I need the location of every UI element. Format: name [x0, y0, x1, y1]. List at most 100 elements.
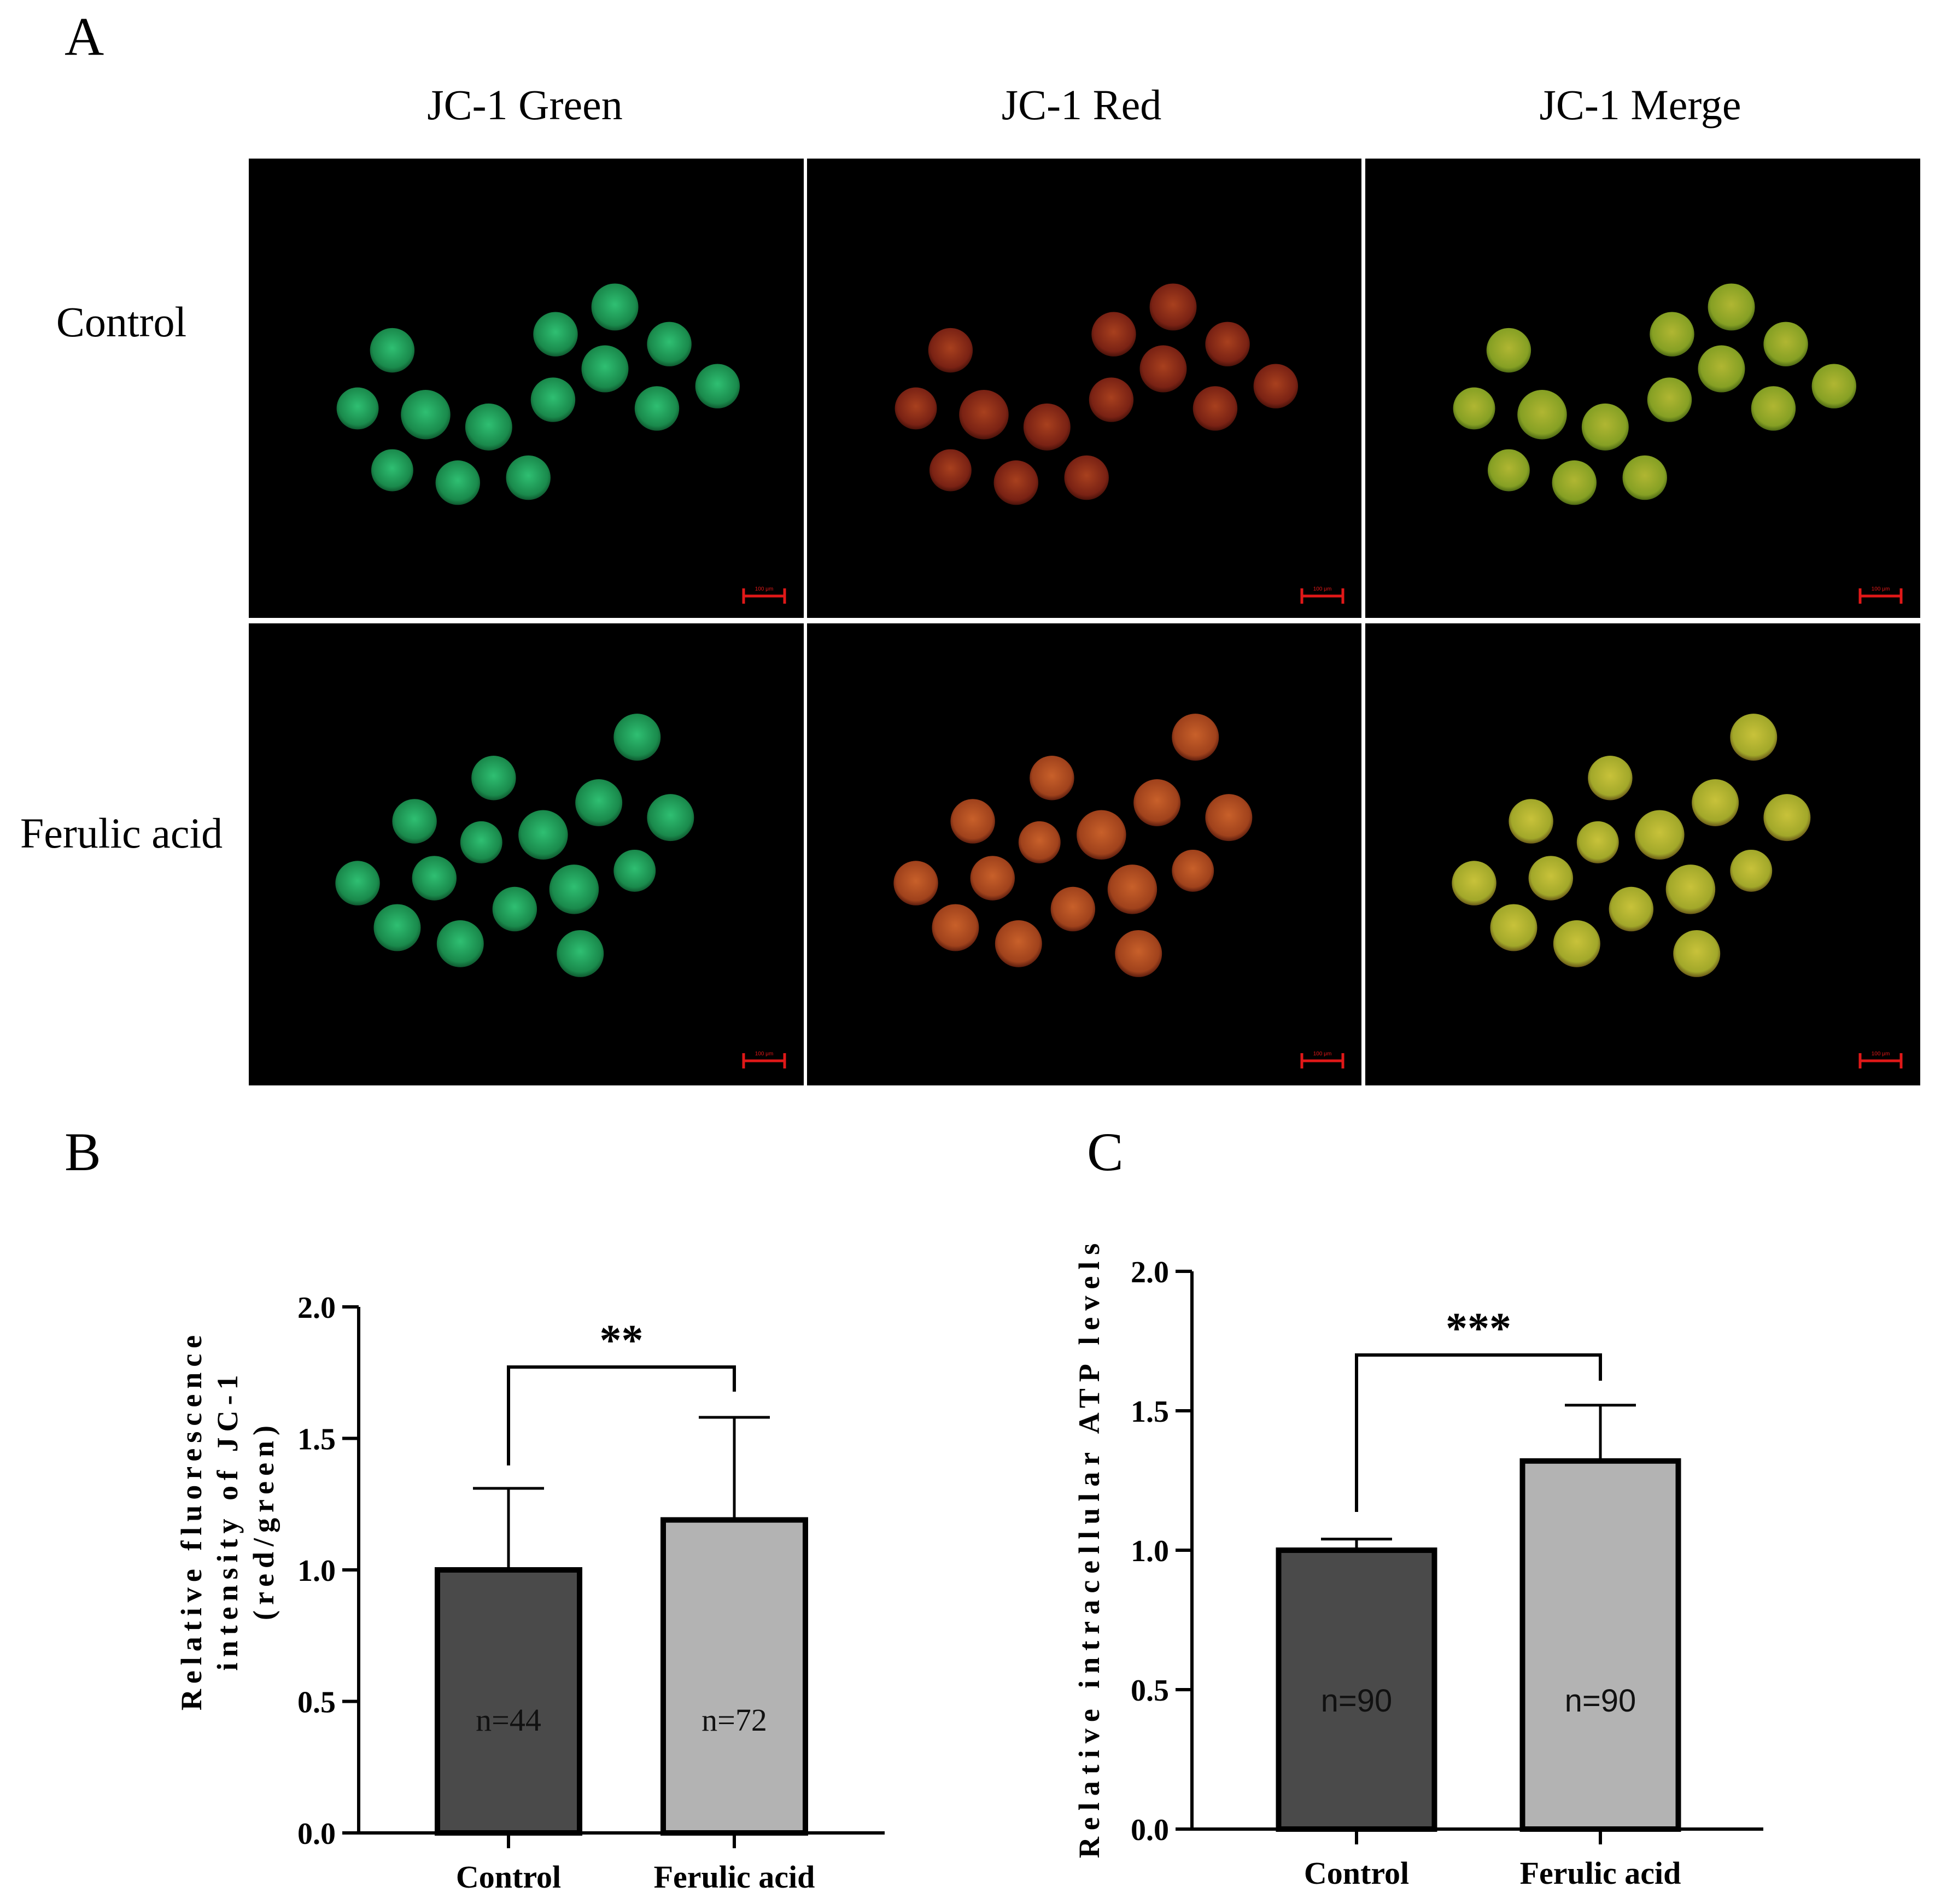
row-label-ferulic-acid: Ferulic acid [20, 809, 223, 857]
panel-c: C 0.0 0.5 1.0 1.5 2.0 Control n=90 Ferulic acid… [1073, 1122, 1763, 1891]
significance-bracket [507, 1365, 736, 1465]
cell [1091, 312, 1136, 357]
cell [1490, 904, 1538, 951]
scale-bar-label: 100 μm [1313, 1051, 1332, 1057]
cell [1149, 283, 1197, 331]
significance-stars: *** [1446, 1305, 1511, 1353]
cell [1133, 779, 1181, 826]
y-axis-label: intensity of JC-1 [211, 1370, 244, 1671]
y-tick-label: 1.5 [1131, 1395, 1169, 1429]
cell [1708, 283, 1755, 331]
cell [435, 460, 480, 505]
cell [613, 849, 656, 892]
cell [1107, 865, 1158, 914]
cell [1647, 377, 1692, 422]
cell [371, 449, 413, 492]
cell [1763, 322, 1808, 367]
cell [1452, 861, 1496, 906]
cells-ferulic-red [893, 714, 1253, 977]
cell [1751, 386, 1796, 431]
y-tick-label: 0.0 [297, 1817, 336, 1851]
cell [591, 283, 639, 331]
column-header-green: JC-1 Green [427, 81, 622, 129]
panel-a-label: A [65, 6, 104, 67]
panel-b: B 0.0 0.5 1.0 1.5 2.0 Control n=44 Ferulic acid… [65, 1122, 885, 1895]
cell [471, 756, 516, 801]
cell [1486, 328, 1531, 373]
cell [335, 861, 380, 906]
scale-bar: 100 μm [1858, 1051, 1903, 1068]
cell [1581, 403, 1629, 451]
y-axis-label: Relative intracellular ATP levels [1073, 1237, 1106, 1858]
cell [929, 449, 972, 492]
cell [995, 920, 1042, 967]
cell [1650, 312, 1694, 357]
scale-bar-label: 100 μm [1872, 586, 1890, 592]
cell [1811, 364, 1857, 408]
cell [392, 799, 437, 844]
cell [581, 345, 629, 393]
cell [928, 328, 973, 373]
cell [1453, 387, 1495, 430]
bar-ferulic-acid [660, 1517, 808, 1836]
cell [1509, 799, 1553, 844]
cell [1089, 377, 1134, 422]
scale-bars: 100 μm 100 μm 100 μm 100 μm 100 μm 100 μm [742, 586, 1903, 1068]
scale-bar-label: 100 μm [755, 1051, 774, 1057]
cell [1018, 821, 1061, 863]
cell [1635, 810, 1685, 860]
y-tick-label: 2.0 [297, 1291, 336, 1325]
x-tick-label: Ferulic acid [1520, 1855, 1681, 1891]
cells-ferulic-green [335, 714, 694, 977]
cell [1050, 886, 1096, 932]
cell [518, 810, 568, 860]
cell [1205, 794, 1253, 842]
cell [1553, 920, 1600, 967]
cell [401, 389, 451, 440]
cell [959, 389, 1009, 440]
cell [695, 364, 740, 408]
x-tick-label: Control [1304, 1855, 1409, 1891]
cell [970, 856, 1015, 901]
scale-bar-label: 100 μm [1313, 586, 1332, 592]
y-tick-label: 1.0 [297, 1554, 336, 1588]
n-label: n=90 [1321, 1683, 1393, 1719]
cell [1205, 322, 1250, 367]
cells-control-merge [1453, 283, 1857, 505]
cell [1192, 386, 1238, 431]
cell [1172, 849, 1214, 892]
cell [1730, 849, 1773, 892]
y-tick-label: 2.0 [1131, 1255, 1169, 1289]
cell [1665, 865, 1716, 914]
cell [647, 794, 694, 842]
cell [575, 779, 623, 826]
n-label: n=90 [1565, 1683, 1636, 1719]
cell [1673, 930, 1721, 977]
cell [1253, 364, 1299, 408]
cell [436, 920, 484, 967]
y-tick-label: 0.5 [1131, 1674, 1169, 1708]
cell [1528, 856, 1574, 901]
bar-ferulic-acid [1519, 1458, 1681, 1832]
cell [460, 821, 502, 863]
cell [533, 312, 578, 357]
scale-bar: 100 μm [1300, 1051, 1344, 1068]
micrograph-ferulic-red [807, 623, 1361, 1085]
cell [634, 386, 680, 431]
y-axis-label: Relative fluorescence [175, 1330, 208, 1710]
cell [1115, 930, 1162, 977]
y-tick-label: 1.5 [297, 1423, 336, 1457]
column-header-red: JC-1 Red [1002, 81, 1162, 129]
cell [370, 328, 415, 373]
cell [336, 387, 379, 430]
cell [950, 799, 995, 844]
x-tick-label: Ferulic acid [654, 1859, 815, 1895]
cell [1698, 345, 1745, 393]
cell [549, 865, 599, 914]
y-tick-label: 0.5 [297, 1686, 336, 1720]
n-label: n=44 [476, 1702, 541, 1738]
significance-bracket [1355, 1353, 1602, 1512]
scale-bar: 100 μm [1858, 586, 1903, 604]
y-tick-label: 1.0 [1131, 1534, 1169, 1568]
